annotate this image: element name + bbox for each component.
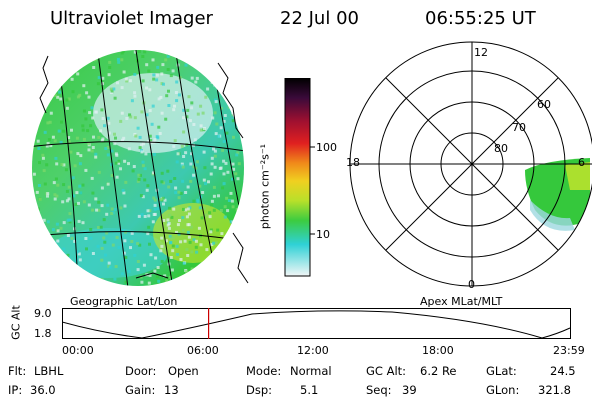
ip-value: 36.0: [30, 383, 56, 397]
mlt-label-12: 12: [474, 46, 488, 59]
orbit-xtick-0: 00:00: [62, 344, 94, 357]
colorbar: [284, 78, 315, 277]
coastline-outline: [39, 55, 249, 284]
mode-value: Normal: [290, 364, 332, 378]
glat-label: GLat:: [486, 364, 517, 378]
flt-value: LBHL: [34, 364, 64, 378]
geographic-panel-label: Geographic Lat/Lon: [70, 295, 178, 308]
glon-value: 321.8: [538, 383, 571, 397]
mlt-label-6: 6: [578, 156, 585, 169]
orbit-xtick-3: 18:00: [422, 344, 454, 357]
dsp-label: Dsp:: [246, 383, 273, 397]
door-value: Open: [168, 364, 199, 378]
mlat-label-80: 80: [494, 142, 508, 155]
instrument-title: Ultraviolet Imager: [50, 8, 213, 29]
mode-label: Mode:: [246, 364, 282, 378]
glat-value: 24.5: [550, 364, 576, 378]
orbit-ytick-low: 1.8: [34, 327, 52, 340]
orbit-xtick-1: 06:00: [187, 344, 219, 357]
polar-panel-label: Apex MLat/MLT: [420, 295, 503, 308]
mlt-label-18: 18: [346, 156, 360, 169]
date-label: 22 Jul 00: [280, 8, 359, 29]
gain-label: Gain:: [125, 383, 156, 397]
colorbar-unit-label: photon cm⁻²s⁻¹: [258, 143, 272, 230]
orbit-xtick-2: 12:00: [297, 344, 329, 357]
orbit-altitude-curve: [62, 310, 571, 339]
polar-grid: [349, 41, 592, 287]
mlat-label-60: 60: [537, 98, 551, 111]
polar-plot: [349, 41, 592, 287]
mlt-label-0: 0: [468, 278, 475, 291]
seq-label: Seq:: [366, 383, 392, 397]
gain-value: 13: [164, 383, 179, 397]
ip-label: IP:: [8, 383, 23, 397]
colorbar-scale: [284, 78, 311, 277]
dsp-value: 5.1: [300, 383, 319, 397]
glon-label: GLon:: [486, 383, 520, 397]
gcalt-label: GC Alt:: [366, 364, 407, 378]
flt-label: Flt:: [8, 364, 27, 378]
orbit-ylabel: GC Alt: [9, 305, 23, 340]
colorbar-tick-100: 100: [316, 141, 337, 154]
colorbar-tick-10: 10: [316, 228, 330, 241]
mlat-label-70: 70: [512, 121, 526, 134]
gcalt-value: 6.2 Re: [420, 364, 457, 378]
geographic-globe-image: [32, 50, 249, 286]
orbit-ytick-high: 9.0: [34, 307, 52, 320]
orbit-xtick-4: 23:59: [553, 344, 585, 357]
door-label: Door:: [125, 364, 157, 378]
orbit-altitude-plot: [62, 308, 571, 339]
seq-value: 39: [402, 383, 417, 397]
time-label: 06:55:25 UT: [425, 8, 536, 29]
